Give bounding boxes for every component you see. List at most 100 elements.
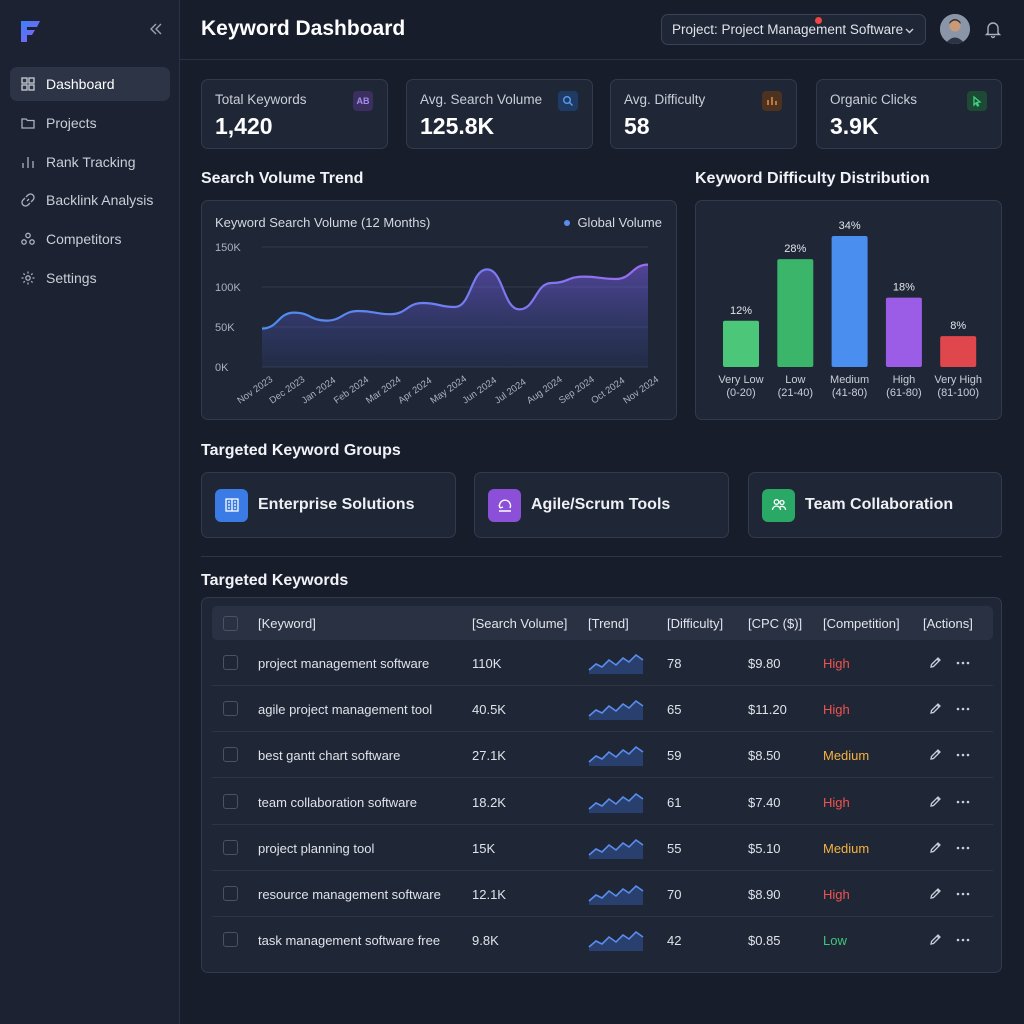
column-header-cpc[interactable]: [CPC ($)] <box>748 616 803 631</box>
table-row[interactable]: best gantt chart software 27.1K 59 $8.50 Med… <box>212 732 993 779</box>
cpc-cell: $5.10 <box>748 840 781 856</box>
table-row[interactable]: task management software free 9.8K 42 $0.85… <box>212 917 993 963</box>
sidebar-item-label: Dashboard <box>46 76 115 92</box>
bar[interactable] <box>940 336 977 367</box>
edit-icon[interactable] <box>928 932 943 947</box>
difficulty-cell: 59 <box>667 748 682 764</box>
x-tick-label: Aug 2024 <box>525 374 565 406</box>
row-checkbox[interactable] <box>223 747 238 763</box>
bar[interactable] <box>831 236 868 367</box>
cpc-cell: $8.50 <box>748 748 781 764</box>
y-tick-label: 50K <box>215 322 235 334</box>
more-options-icon[interactable] <box>955 932 971 948</box>
series-area <box>262 264 648 367</box>
column-header-keyword[interactable]: [Keyword] <box>258 616 316 631</box>
sidebar-item-backlink-analysis[interactable]: Backlink Analysis <box>10 183 170 217</box>
collapse-sidebar-icon[interactable] <box>147 20 165 38</box>
column-header-trend[interactable]: [Trend] <box>588 616 629 631</box>
chart-legend[interactable]: Global Volume <box>564 215 662 230</box>
more-options-icon[interactable] <box>955 840 971 856</box>
more-options-icon[interactable] <box>955 701 971 717</box>
row-checkbox[interactable] <box>223 793 238 809</box>
kpi-value: 1,420 <box>215 113 273 139</box>
avatar[interactable] <box>940 14 970 44</box>
table-row[interactable]: project planning tool 15K 55 $5.10 Medium <box>212 825 993 871</box>
row-checkbox[interactable] <box>223 701 238 717</box>
y-tick-label: 0K <box>215 362 229 374</box>
difficulty-cell: 65 <box>667 702 682 718</box>
sidebar-item-rank-tracking[interactable]: Rank Tracking <box>10 145 170 179</box>
bar[interactable] <box>723 320 759 367</box>
table-row[interactable]: team collaboration software 18.2K 61 $7.40 H… <box>212 779 993 825</box>
row-checkbox[interactable] <box>223 839 238 855</box>
edit-icon[interactable] <box>928 655 943 670</box>
keyword-cell: resource management software <box>258 887 441 902</box>
group-card-team-collaboration[interactable]: Team Collaboration <box>748 472 1002 538</box>
bar-value-label: 18% <box>893 282 915 294</box>
competition-cell: High <box>823 702 850 718</box>
x-tick-label: Apr 2024 <box>396 375 434 406</box>
sidebar-item-label: Settings <box>46 269 97 286</box>
table-row[interactable]: agile project management tool 40.5K 65 $11.… <box>212 686 993 733</box>
kpi-card-organic-clicks[interactable]: Organic Clicks 3.9K <box>816 79 1002 149</box>
competition-cell: Low <box>823 933 847 949</box>
building-icon <box>215 488 248 522</box>
cursor-icon <box>967 91 987 111</box>
kpi-card-avg-search-volume[interactable]: Avg. Search Volume 125.8K <box>406 79 593 149</box>
series-line[interactable] <box>261 263 649 330</box>
more-options-icon[interactable] <box>955 886 971 902</box>
edit-icon[interactable] <box>928 701 943 716</box>
column-header-search-volume[interactable]: [Search Volume] <box>472 616 568 631</box>
sidebar-item-competitors[interactable]: Competitors <box>10 222 170 256</box>
kpi-value: 3.9K <box>830 113 879 139</box>
edit-icon[interactable] <box>928 886 943 901</box>
x-tick-label: Dec 2023 <box>268 374 308 406</box>
edit-icon[interactable] <box>928 794 943 809</box>
category-label: High <box>893 374 916 386</box>
difficulty-cell: 55 <box>667 840 682 856</box>
bar-value-label: 34% <box>839 220 861 232</box>
select-all-checkbox[interactable] <box>223 616 238 631</box>
section-title-targeted-keywords: Targeted Keywords <box>201 572 349 589</box>
x-tick-label: Feb 2024 <box>332 374 371 406</box>
search-volume-cell: 110K <box>472 656 502 671</box>
edit-icon[interactable] <box>928 747 943 762</box>
kpi-label: Total Keywords <box>215 92 307 107</box>
table-row[interactable]: resource management software 12.1K 70 $8.90… <box>212 871 993 917</box>
row-checkbox[interactable] <box>223 932 238 948</box>
sidebar-item-settings[interactable]: Settings <box>10 261 170 295</box>
trend-sparkline <box>588 931 644 952</box>
project-select[interactable]: Project: Project Management Software <box>661 14 926 45</box>
more-options-icon[interactable] <box>955 747 971 763</box>
notification-bell-icon[interactable] <box>983 19 1003 39</box>
cpc-cell: $9.80 <box>748 656 781 671</box>
bar[interactable] <box>777 259 814 367</box>
sidebar-item-label: Rank Tracking <box>46 153 136 170</box>
kpi-card-avg-difficulty[interactable]: Avg. Difficulty 58 <box>610 79 797 149</box>
kpi-label: Avg. Search Volume <box>420 92 543 107</box>
sidebar-item-projects[interactable]: Projects <box>10 106 170 140</box>
sidebar-item-label: Projects <box>46 114 97 131</box>
column-header-difficulty[interactable]: [Difficulty] <box>667 616 724 631</box>
app-logo-icon[interactable] <box>18 18 44 44</box>
keywords-table: [Keyword] [Search Volume] [Trend] [Diffi… <box>201 597 1002 973</box>
more-options-icon[interactable] <box>955 794 971 810</box>
keyword-cell: best gantt chart software <box>258 748 401 764</box>
group-card-enterprise-solutions[interactable]: Enterprise Solutions <box>201 472 456 538</box>
table-row[interactable]: project management software 110K 78 $9.80 Hi… <box>212 640 993 686</box>
column-header-competition[interactable]: [Competition] <box>823 616 900 631</box>
sidebar-item-dashboard[interactable]: Dashboard <box>10 67 170 101</box>
bar[interactable] <box>885 297 922 367</box>
more-options-icon[interactable] <box>955 655 971 671</box>
keyword-cell: project planning tool <box>258 840 375 856</box>
row-checkbox[interactable] <box>223 655 238 670</box>
difficulty-cell: 61 <box>667 794 682 810</box>
row-checkbox[interactable] <box>223 886 238 901</box>
kpi-card-total-keywords[interactable]: Total Keywords 1,420 AB <box>201 79 388 149</box>
text-icon: AB <box>353 91 373 111</box>
group-card-agile-scrum-tools[interactable]: Agile/Scrum Tools <box>474 472 729 538</box>
edit-icon[interactable] <box>928 840 943 855</box>
y-tick-label: 150K <box>215 242 241 254</box>
cpc-cell: $11.20 <box>748 702 787 718</box>
category-label: (0-20) <box>726 387 755 399</box>
